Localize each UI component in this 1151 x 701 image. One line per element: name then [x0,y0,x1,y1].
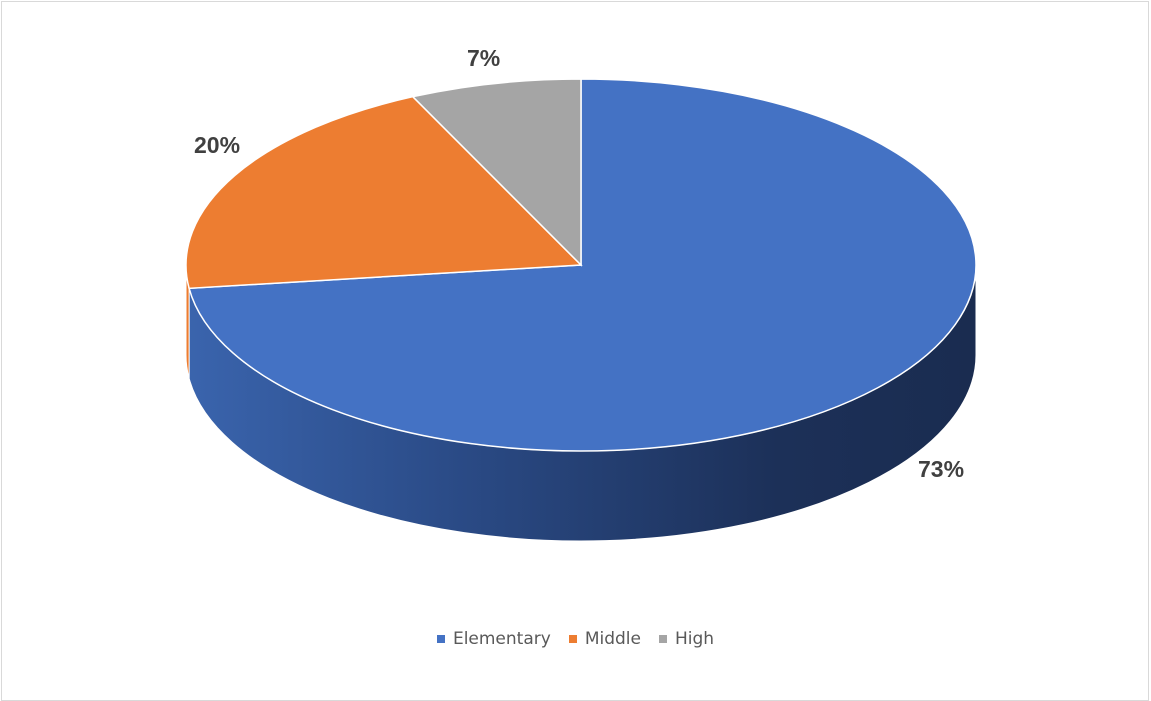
legend: Elementary Middle High [0,629,1151,649]
pie-chart: 73% 20% 7% [185,45,977,542]
legend-label-high: High [674,629,715,649]
slice-elementary [188,78,977,452]
slice-label-middle: 20% [194,132,240,158]
legend-swatch-middle [568,635,577,643]
slice-middle [185,95,583,290]
pie-top-face [185,78,977,452]
legend-entry-high: High [658,629,715,649]
legend-swatch-elementary [436,635,445,643]
slice-high [411,78,582,267]
pie-data-labels: 73% 20% 7% [194,45,964,482]
slice-label-high: 7% [467,45,500,71]
legend-label-elementary: Elementary [452,629,551,649]
legend-label-middle: Middle [584,629,641,649]
legend-entry-middle: Middle [568,629,641,649]
slice-label-elementary: 73% [918,456,964,482]
legend-entry-elementary: Elementary [436,629,551,649]
legend-swatch-high [658,635,667,643]
